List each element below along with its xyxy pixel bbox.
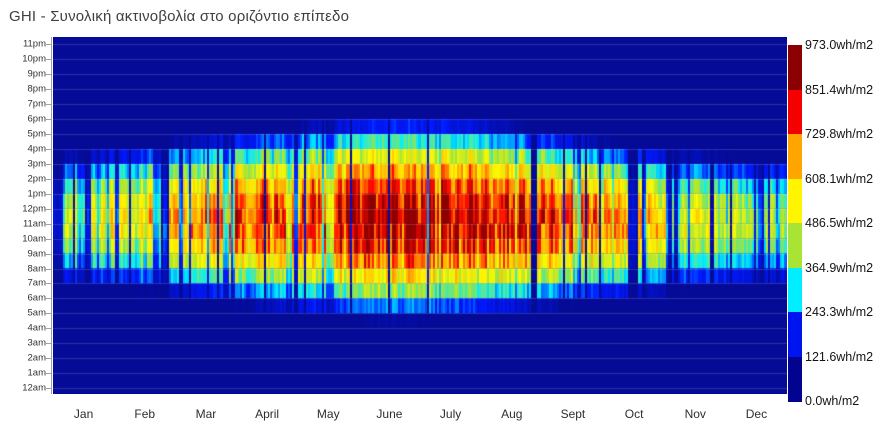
- heatmap-plot: [53, 37, 787, 394]
- y-axis-tick: [46, 313, 52, 315]
- y-axis-tick: [46, 388, 52, 390]
- colorbar-tick-label: 608.1wh/m2: [805, 171, 874, 186]
- y-axis-tick: [46, 178, 52, 180]
- y-axis-tick: [46, 223, 52, 225]
- x-axis-label: July: [439, 407, 462, 421]
- y-axis-tick: [46, 193, 52, 195]
- y-axis-label: 8am: [27, 262, 46, 274]
- y-axis-tick: [46, 134, 52, 136]
- y-axis-tick: [46, 238, 52, 240]
- y-axis-label: 2am: [27, 352, 46, 364]
- y-axis-label: 9pm: [27, 68, 46, 80]
- y-axis-label: 5pm: [27, 128, 46, 140]
- x-axis-label: Aug: [501, 407, 523, 421]
- y-axis-tick: [46, 373, 52, 375]
- y-axis-label: 1am: [27, 367, 46, 379]
- y-axis-tick: [46, 104, 52, 106]
- y-axis-tick: [46, 298, 52, 300]
- colorbar-segment: [788, 134, 802, 179]
- y-axis-label: 8pm: [27, 83, 46, 95]
- x-axis-label: Nov: [684, 407, 706, 421]
- y-axis-label: 12pm: [22, 202, 46, 214]
- y-axis-label: 6pm: [27, 113, 46, 125]
- y-axis-label: 7pm: [27, 98, 46, 110]
- y-axis-tick: [46, 74, 52, 76]
- chart-title: GHI - Συνολική ακτινοβολία στο οριζόντιο…: [9, 8, 350, 25]
- colorbar-segment: [788, 312, 802, 357]
- y-axis-tick: [46, 253, 52, 255]
- y-axis-tick: [46, 328, 52, 330]
- y-axis-label: 3am: [27, 337, 46, 349]
- y-axis-tick: [46, 358, 52, 360]
- y-axis-tick: [46, 163, 52, 165]
- x-axis-label: April: [255, 407, 280, 421]
- y-axis-tick: [46, 44, 52, 46]
- y-axis-tick: [46, 208, 52, 210]
- colorbar-tick-label: 486.5wh/m2: [805, 216, 874, 230]
- y-axis-label: 11am: [22, 217, 46, 229]
- x-axis-label: Oct: [624, 407, 644, 421]
- colorbar-tick-label: 364.9wh/m2: [805, 260, 874, 275]
- colorbar-segment: [788, 267, 802, 313]
- y-axis-tick: [46, 148, 52, 150]
- colorbar-tick-label: 0.0wh/m2: [805, 394, 860, 408]
- y-axis-tick: [46, 89, 52, 91]
- y-axis-label: 12am: [22, 382, 46, 394]
- x-axis-label: June: [376, 407, 403, 421]
- y-axis-line: [51, 37, 52, 394]
- y-axis-tick: [46, 268, 52, 270]
- colorbar-segment: [788, 178, 802, 224]
- colorbar-tick-label: 729.8wh/m2: [805, 127, 874, 141]
- x-axis-label: Jan: [73, 407, 94, 421]
- y-axis-label: 11pm: [22, 38, 46, 50]
- x-axis-label: Mar: [195, 407, 217, 421]
- y-axis-tick: [46, 283, 52, 285]
- x-axis-label: Sept: [560, 407, 586, 421]
- colorbar-tick-label: 851.4wh/m2: [805, 82, 874, 97]
- y-axis-label: 2pm: [27, 173, 46, 185]
- y-axis-label: 1pm: [27, 188, 46, 200]
- colorbar-segment: [788, 356, 802, 402]
- y-axis-label: 10am: [22, 232, 46, 244]
- x-axis-label: Dec: [745, 407, 768, 421]
- colorbar-tick-label: 973.0wh/m2: [805, 38, 874, 52]
- colorbar-tick-label: 243.3wh/m2: [805, 305, 874, 319]
- y-axis-tick: [46, 59, 52, 61]
- x-axis-label: Feb: [134, 407, 156, 421]
- y-axis-label: 3pm: [27, 158, 46, 170]
- colorbar-segment: [788, 89, 802, 135]
- y-axis-label: 7am: [27, 277, 46, 289]
- x-axis-label: May: [316, 407, 340, 421]
- y-axis-label: 4pm: [27, 143, 46, 155]
- y-axis-label: 9am: [27, 247, 46, 259]
- y-axis-label: 6am: [27, 292, 46, 304]
- y-axis-label: 10pm: [22, 53, 46, 65]
- colorbar-segment: [788, 223, 802, 268]
- y-axis-label: 4am: [27, 322, 46, 334]
- colorbar-segment: [788, 45, 802, 90]
- y-axis-tick: [46, 343, 52, 345]
- y-axis-tick: [46, 119, 52, 121]
- y-axis-label: 5am: [27, 307, 46, 319]
- colorbar-tick-label: 121.6wh/m2: [805, 349, 874, 364]
